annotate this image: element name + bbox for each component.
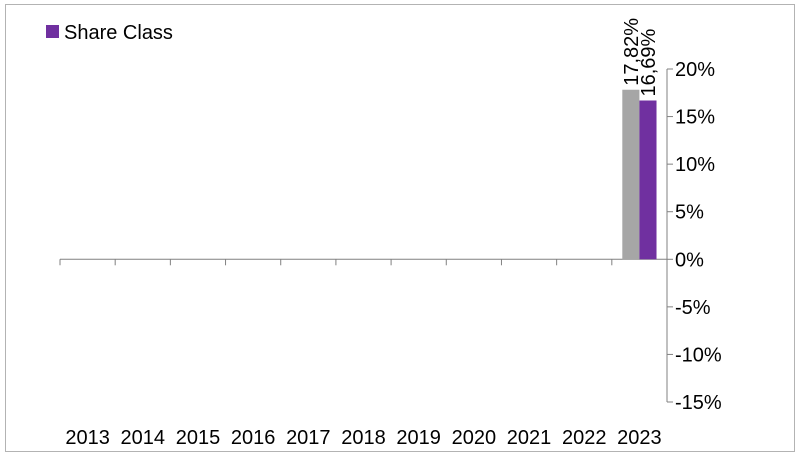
- x-tick-label: 2018: [341, 427, 386, 449]
- x-tick-label: 2023: [617, 427, 662, 449]
- data-label: 17,82%: [621, 18, 643, 86]
- x-tick-label: 2017: [286, 427, 331, 449]
- y-tick-label: 10%: [675, 154, 715, 176]
- legend-swatch-share-class: [46, 25, 59, 38]
- legend-label-share-class: Share Class: [64, 22, 173, 44]
- x-tick-label: 2014: [121, 427, 166, 449]
- x-tick-label: 2021: [507, 427, 552, 449]
- x-tick-label: 2016: [231, 427, 276, 449]
- x-tick-label: 2015: [176, 427, 221, 449]
- bar: [639, 100, 657, 260]
- y-tick-label: 15%: [675, 107, 715, 129]
- y-tick-label: -15%: [675, 392, 722, 414]
- x-tick-label: 2022: [562, 427, 607, 449]
- y-tick-label: 0%: [675, 249, 704, 271]
- y-tick-label: -5%: [675, 297, 711, 319]
- x-tick-label: 2013: [65, 427, 110, 449]
- bars: [622, 89, 657, 260]
- x-tick-label: 2020: [452, 427, 497, 449]
- bar: [622, 89, 640, 260]
- labels: -15% -10% -5% 0% 5% 10% 15% 20% 2013 2014 2015 2016…: [65, 18, 722, 449]
- data-label: 16,69%: [638, 28, 660, 96]
- legend: Share Class: [46, 22, 173, 44]
- chart-frame: [5, 4, 795, 452]
- axes: [59, 68, 673, 403]
- y-tick-label: -10%: [675, 344, 722, 366]
- y-tick-label: 20%: [675, 59, 715, 81]
- x-tick-label: 2019: [396, 427, 441, 449]
- y-tick-label: 5%: [675, 202, 704, 224]
